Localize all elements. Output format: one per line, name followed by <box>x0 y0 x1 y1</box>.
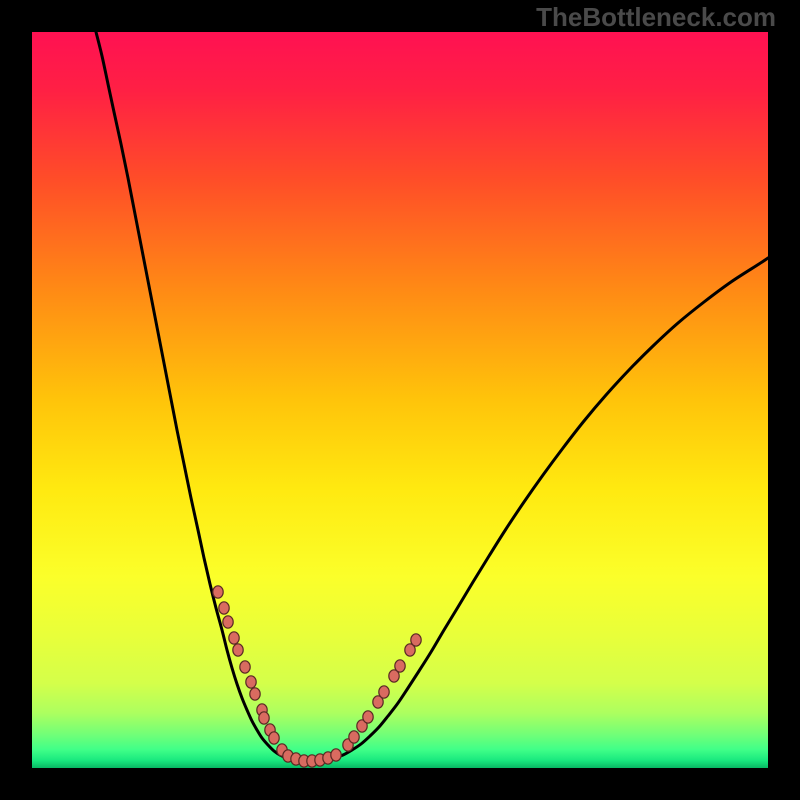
data-marker <box>213 586 223 598</box>
data-marker <box>411 634 421 646</box>
data-marker <box>331 749 341 761</box>
plot-area <box>32 32 768 768</box>
data-marker <box>219 602 229 614</box>
data-marker <box>246 676 256 688</box>
data-marker <box>250 688 260 700</box>
data-marker <box>379 686 389 698</box>
data-marker <box>240 661 250 673</box>
data-marker <box>233 644 243 656</box>
chart-svg <box>32 32 768 768</box>
data-marker <box>223 616 233 628</box>
data-marker <box>259 712 269 724</box>
data-marker <box>229 632 239 644</box>
data-marker <box>269 732 279 744</box>
data-marker <box>395 660 405 672</box>
data-marker <box>349 731 359 743</box>
watermark-text: TheBottleneck.com <box>536 2 776 33</box>
gradient-background <box>32 32 768 768</box>
data-marker <box>363 711 373 723</box>
